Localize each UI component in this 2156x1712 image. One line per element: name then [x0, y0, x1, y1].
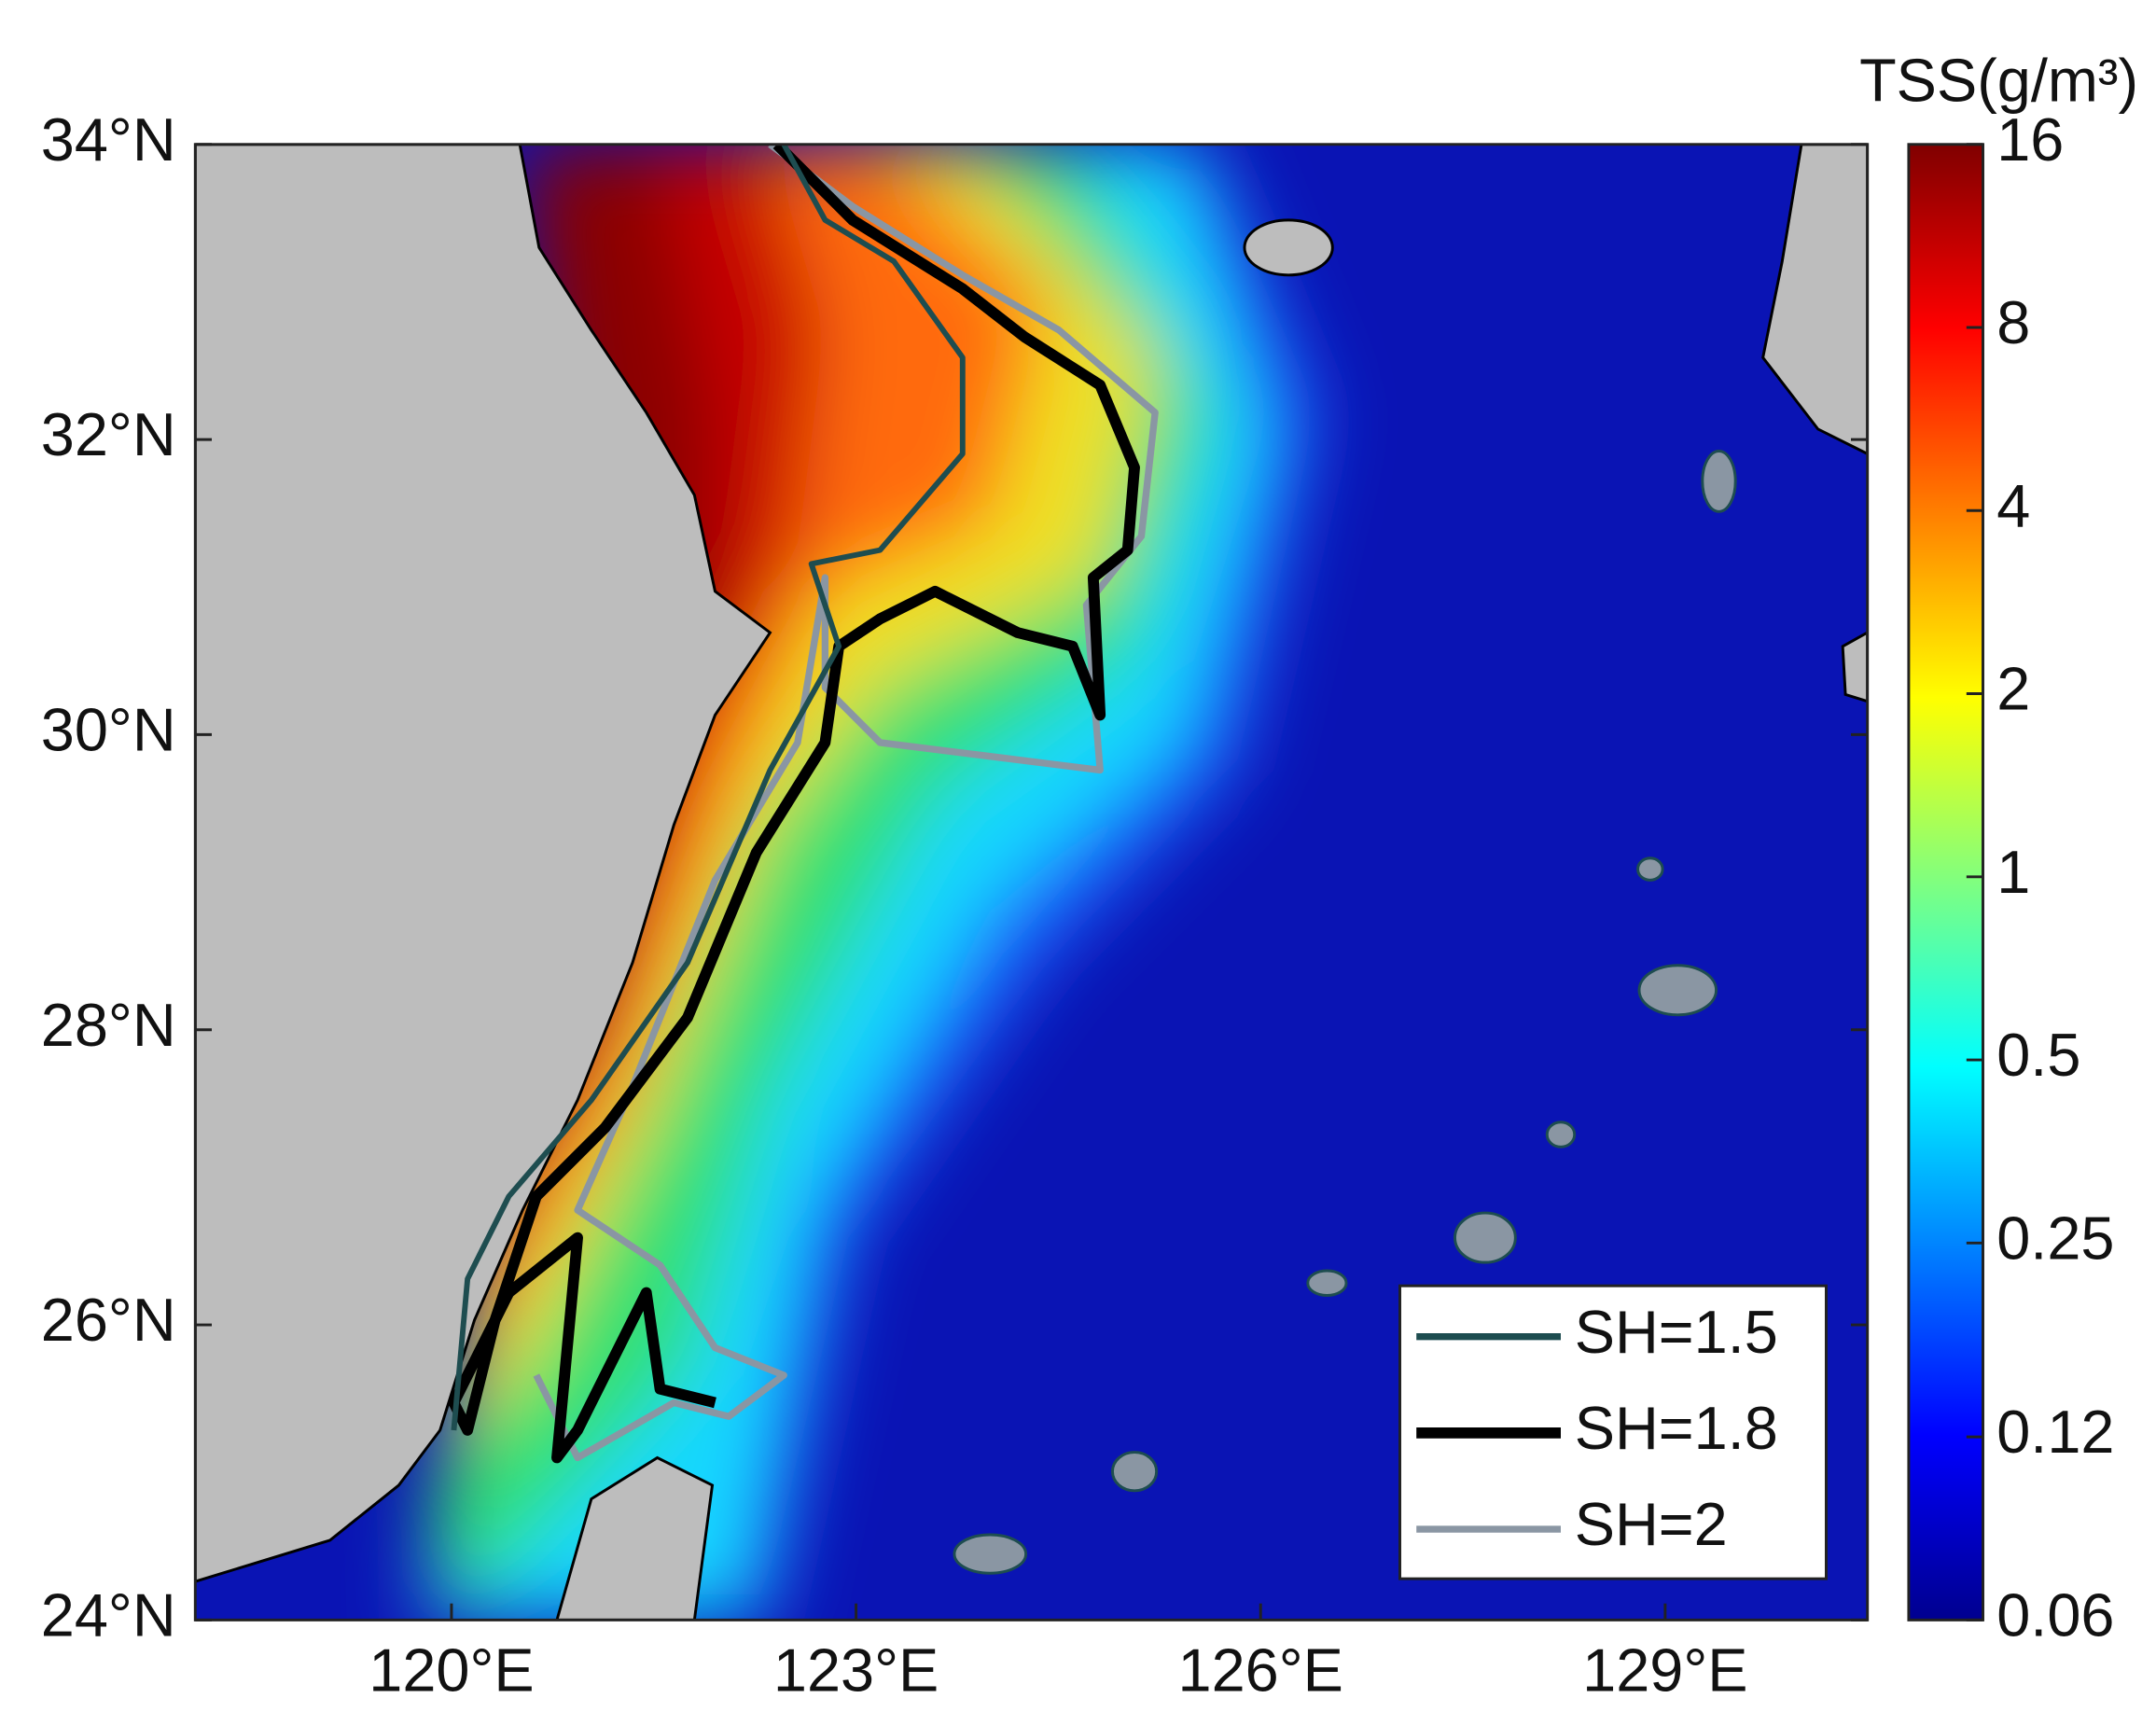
colorbar-tick-label: 0.06 — [1996, 1580, 2114, 1649]
colorbar — [1907, 143, 1984, 1622]
y-tick-label: 26°N — [41, 1286, 176, 1354]
sh-contours — [448, 144, 1159, 1464]
legend-label: SH=2 — [1575, 1490, 1728, 1558]
colorbar-tick-label: 2 — [1996, 655, 2030, 723]
colorbar-tick-label: 1 — [1996, 838, 2030, 906]
x-tick-label: 123°E — [773, 1635, 939, 1704]
legend-label: SH=1.5 — [1575, 1298, 1778, 1366]
x-tick-label: 126°E — [1178, 1635, 1343, 1704]
legend-label: SH=1.8 — [1575, 1394, 1778, 1462]
colorbar-tick-label: 0.25 — [1996, 1204, 2114, 1272]
y-tick-label: 30°N — [41, 696, 176, 764]
colorbar-tick-label: 0.5 — [1996, 1021, 2080, 1089]
y-tick-label: 34°N — [41, 105, 176, 174]
map-frame — [193, 143, 1870, 1622]
x-tick-label: 120°E — [369, 1635, 534, 1704]
y-tick-label: 24°N — [41, 1580, 176, 1649]
land — [195, 144, 1868, 1621]
contour-sh1-8 — [448, 144, 1140, 1464]
y-tick-label: 28°N — [41, 991, 176, 1059]
islands — [953, 449, 1737, 1575]
colorbar-tick-label: 8 — [1996, 288, 2030, 356]
colorbar-tick-label: 4 — [1996, 471, 2030, 539]
y-tick-label: 32°N — [41, 400, 176, 468]
contour-sh1-5 — [451, 144, 966, 1431]
colorbar-tick-label: 16 — [1996, 105, 2064, 174]
contour-sh2 — [533, 144, 1159, 1462]
colorbar-title: TSS(g/m³) — [1859, 47, 2138, 115]
map-field — [195, 144, 1868, 1621]
colorbar-tick-label: 0.12 — [1996, 1398, 2114, 1466]
x-tick-label: 129°E — [1582, 1635, 1747, 1704]
figure-body: TSS(g/m³) 120°E 123°E 126°E 129°E24°N26°N28… — [41, 47, 2138, 1705]
